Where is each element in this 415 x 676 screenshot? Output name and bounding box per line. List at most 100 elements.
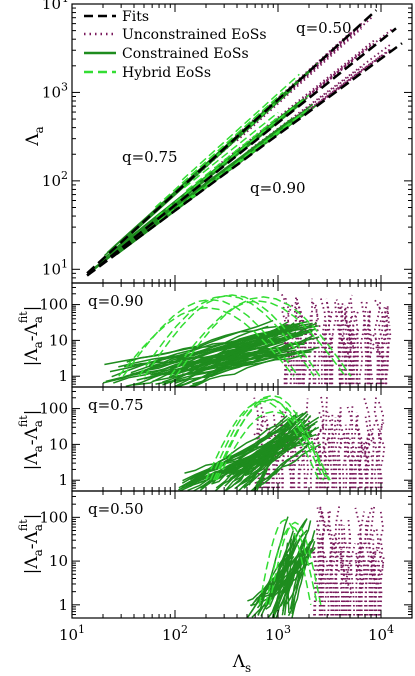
panel2-unconstrained-dots — [285, 330, 294, 387]
panel4-unconstrained-dots — [366, 539, 375, 618]
svg-text:Λa: Λa — [23, 126, 46, 146]
panel3-unconstrained-dots — [350, 443, 357, 491]
panel2-constrained-curve — [201, 343, 305, 366]
panel1-ylabel: Λa — [23, 126, 46, 146]
legend: Fits Unconstrained EoSs Constrained EoSs… — [84, 9, 267, 81]
panel2-unconstrained-dots — [308, 298, 313, 387]
panel4-hybrid-curve — [268, 521, 322, 605]
panel3-unconstrained-dots — [358, 445, 364, 491]
panel2-ytick-label: 1 — [58, 367, 68, 385]
panel4-unconstrained-dots — [367, 529, 376, 618]
panel4-unconstrained-dots — [360, 518, 370, 618]
legend-label-fits: Fits — [122, 9, 149, 25]
panel3-constrained-curve — [181, 439, 293, 488]
panel4-unconstrained-dots — [332, 532, 341, 618]
panel4-constrained-curve — [289, 539, 305, 610]
panel2-hybrid-curve — [138, 294, 315, 377]
panel1-unconstrained-curve — [236, 27, 363, 142]
panel2-unconstrained-dots — [377, 314, 385, 387]
panel3-unconstrained-dots — [333, 411, 342, 491]
xtick-label: 104 — [368, 623, 394, 644]
panel4-unconstrained-dots — [354, 546, 363, 618]
panel1-constrained-curve — [127, 108, 291, 240]
panel2-unconstrained-dots — [296, 300, 304, 387]
panel1-constrained-curve — [128, 117, 294, 241]
panel3-unconstrained-dots — [343, 431, 348, 491]
panel1-hybrid-curve — [155, 94, 310, 218]
panel4-unconstrained-dots — [315, 517, 324, 618]
panel3-unconstrained-dots — [326, 411, 333, 491]
panel4-constrained-curve — [286, 520, 312, 599]
legend-label-hybrid: Hybrid EoSs — [122, 65, 211, 81]
panel3-constrained-curve — [214, 421, 312, 491]
panel1-hybrid-curve — [185, 116, 279, 192]
panel4-ytick-label: 100 — [39, 508, 68, 526]
panel3-unconstrained-dots — [370, 418, 378, 491]
panel2-unconstrained-dots — [314, 322, 322, 387]
panel1-unconstrained-curve — [243, 45, 340, 133]
panel2-unconstrained-dots — [363, 301, 370, 387]
panel4-unconstrained-dots — [346, 530, 353, 618]
annotation-q075: q=0.75 — [122, 148, 178, 166]
xtick-label: 103 — [265, 623, 291, 644]
panel4-unconstrained-dots — [318, 506, 327, 618]
panel3-unconstrained-dots — [329, 416, 337, 491]
panel3-unconstrained-dots — [336, 436, 343, 491]
panel2-constrained-curve — [197, 322, 295, 372]
panel2-unconstrained-dots — [376, 343, 385, 387]
panel2-unconstrained-dots — [336, 301, 345, 387]
panel3-unconstrained-dots — [365, 439, 374, 491]
panel4-ytick-label: 1 — [58, 596, 68, 614]
panel2-unconstrained-dots — [307, 312, 312, 387]
panel1-hybrid-curve — [183, 111, 279, 189]
panel4-unconstrained-dots — [362, 553, 369, 618]
panel3-hybrid-curve — [205, 400, 320, 481]
panel3-unconstrained-dots — [286, 432, 292, 491]
panel4-unconstrained-dots — [343, 537, 349, 618]
legend-label-constrained: Constrained EoSs — [122, 46, 249, 62]
xlabel-main: Λ — [232, 652, 246, 672]
panel3-unconstrained-dots — [304, 427, 311, 491]
panel3-unconstrained-dots — [349, 444, 358, 491]
panel2-unconstrained-dots — [377, 340, 384, 387]
panel1-ytick-label: 102 — [42, 169, 68, 190]
panel2-unconstrained-dots — [360, 300, 368, 387]
panel3-unconstrained-dots — [377, 399, 385, 491]
panel2-constrained-curve — [111, 319, 274, 378]
panel4-unconstrained-dots — [368, 506, 376, 618]
panel4-constrained-curve — [281, 538, 293, 616]
panel3-constrained-curve — [248, 412, 298, 486]
panel3-ytick-label: 1 — [58, 471, 68, 489]
panel3-unconstrained-dots — [268, 424, 278, 491]
panel1-ytick-label: 103 — [42, 80, 68, 101]
panel4-unconstrained-dots — [327, 511, 337, 618]
panel2-unconstrained-dots — [382, 308, 390, 387]
panel2-unconstrained-dots — [335, 299, 344, 387]
panel2-unconstrained-dots — [327, 334, 334, 387]
panel3-unconstrained-dots — [355, 412, 363, 491]
panel2-constrained-curve — [188, 349, 309, 387]
panel2-unconstrained-dots — [373, 299, 382, 387]
panel3-data — [178, 394, 386, 491]
panel2-hybrid-curve — [175, 296, 352, 377]
panel2-unconstrained-dots — [281, 296, 288, 387]
panel4-unconstrained-dots — [309, 547, 319, 618]
fit-line-q0.5 — [86, 9, 378, 275]
panel2-unconstrained-dots — [295, 326, 300, 387]
panel3-ytick-label: 10 — [49, 435, 68, 453]
annotation-q090: q=0.90 — [250, 179, 306, 197]
panel4-hybrid-curve — [258, 518, 312, 605]
panel4-unconstrained-dots — [375, 557, 385, 618]
panel4-unconstrained-dots — [372, 548, 378, 618]
panel3-constrained-curve — [251, 422, 296, 491]
panel2-annotation: q=0.90 — [88, 292, 144, 310]
panel2-unconstrained-dots — [380, 307, 387, 387]
panel1-ylabel-sub: a — [32, 126, 46, 133]
axes-layer: 101 102 103 104 1 10 100 1 10 100 1 10 100 101 102 103 1… — [39, 0, 413, 644]
panel2-constrained-curve — [170, 329, 278, 384]
panel3-unconstrained-dots — [322, 395, 328, 491]
legend-label-unconstrained: Unconstrained EoSs — [122, 27, 267, 43]
panel1-unconstrained-curve — [213, 38, 376, 169]
panel4-unconstrained-dots — [340, 516, 348, 618]
panel3-ytick-label: 100 — [39, 400, 68, 418]
